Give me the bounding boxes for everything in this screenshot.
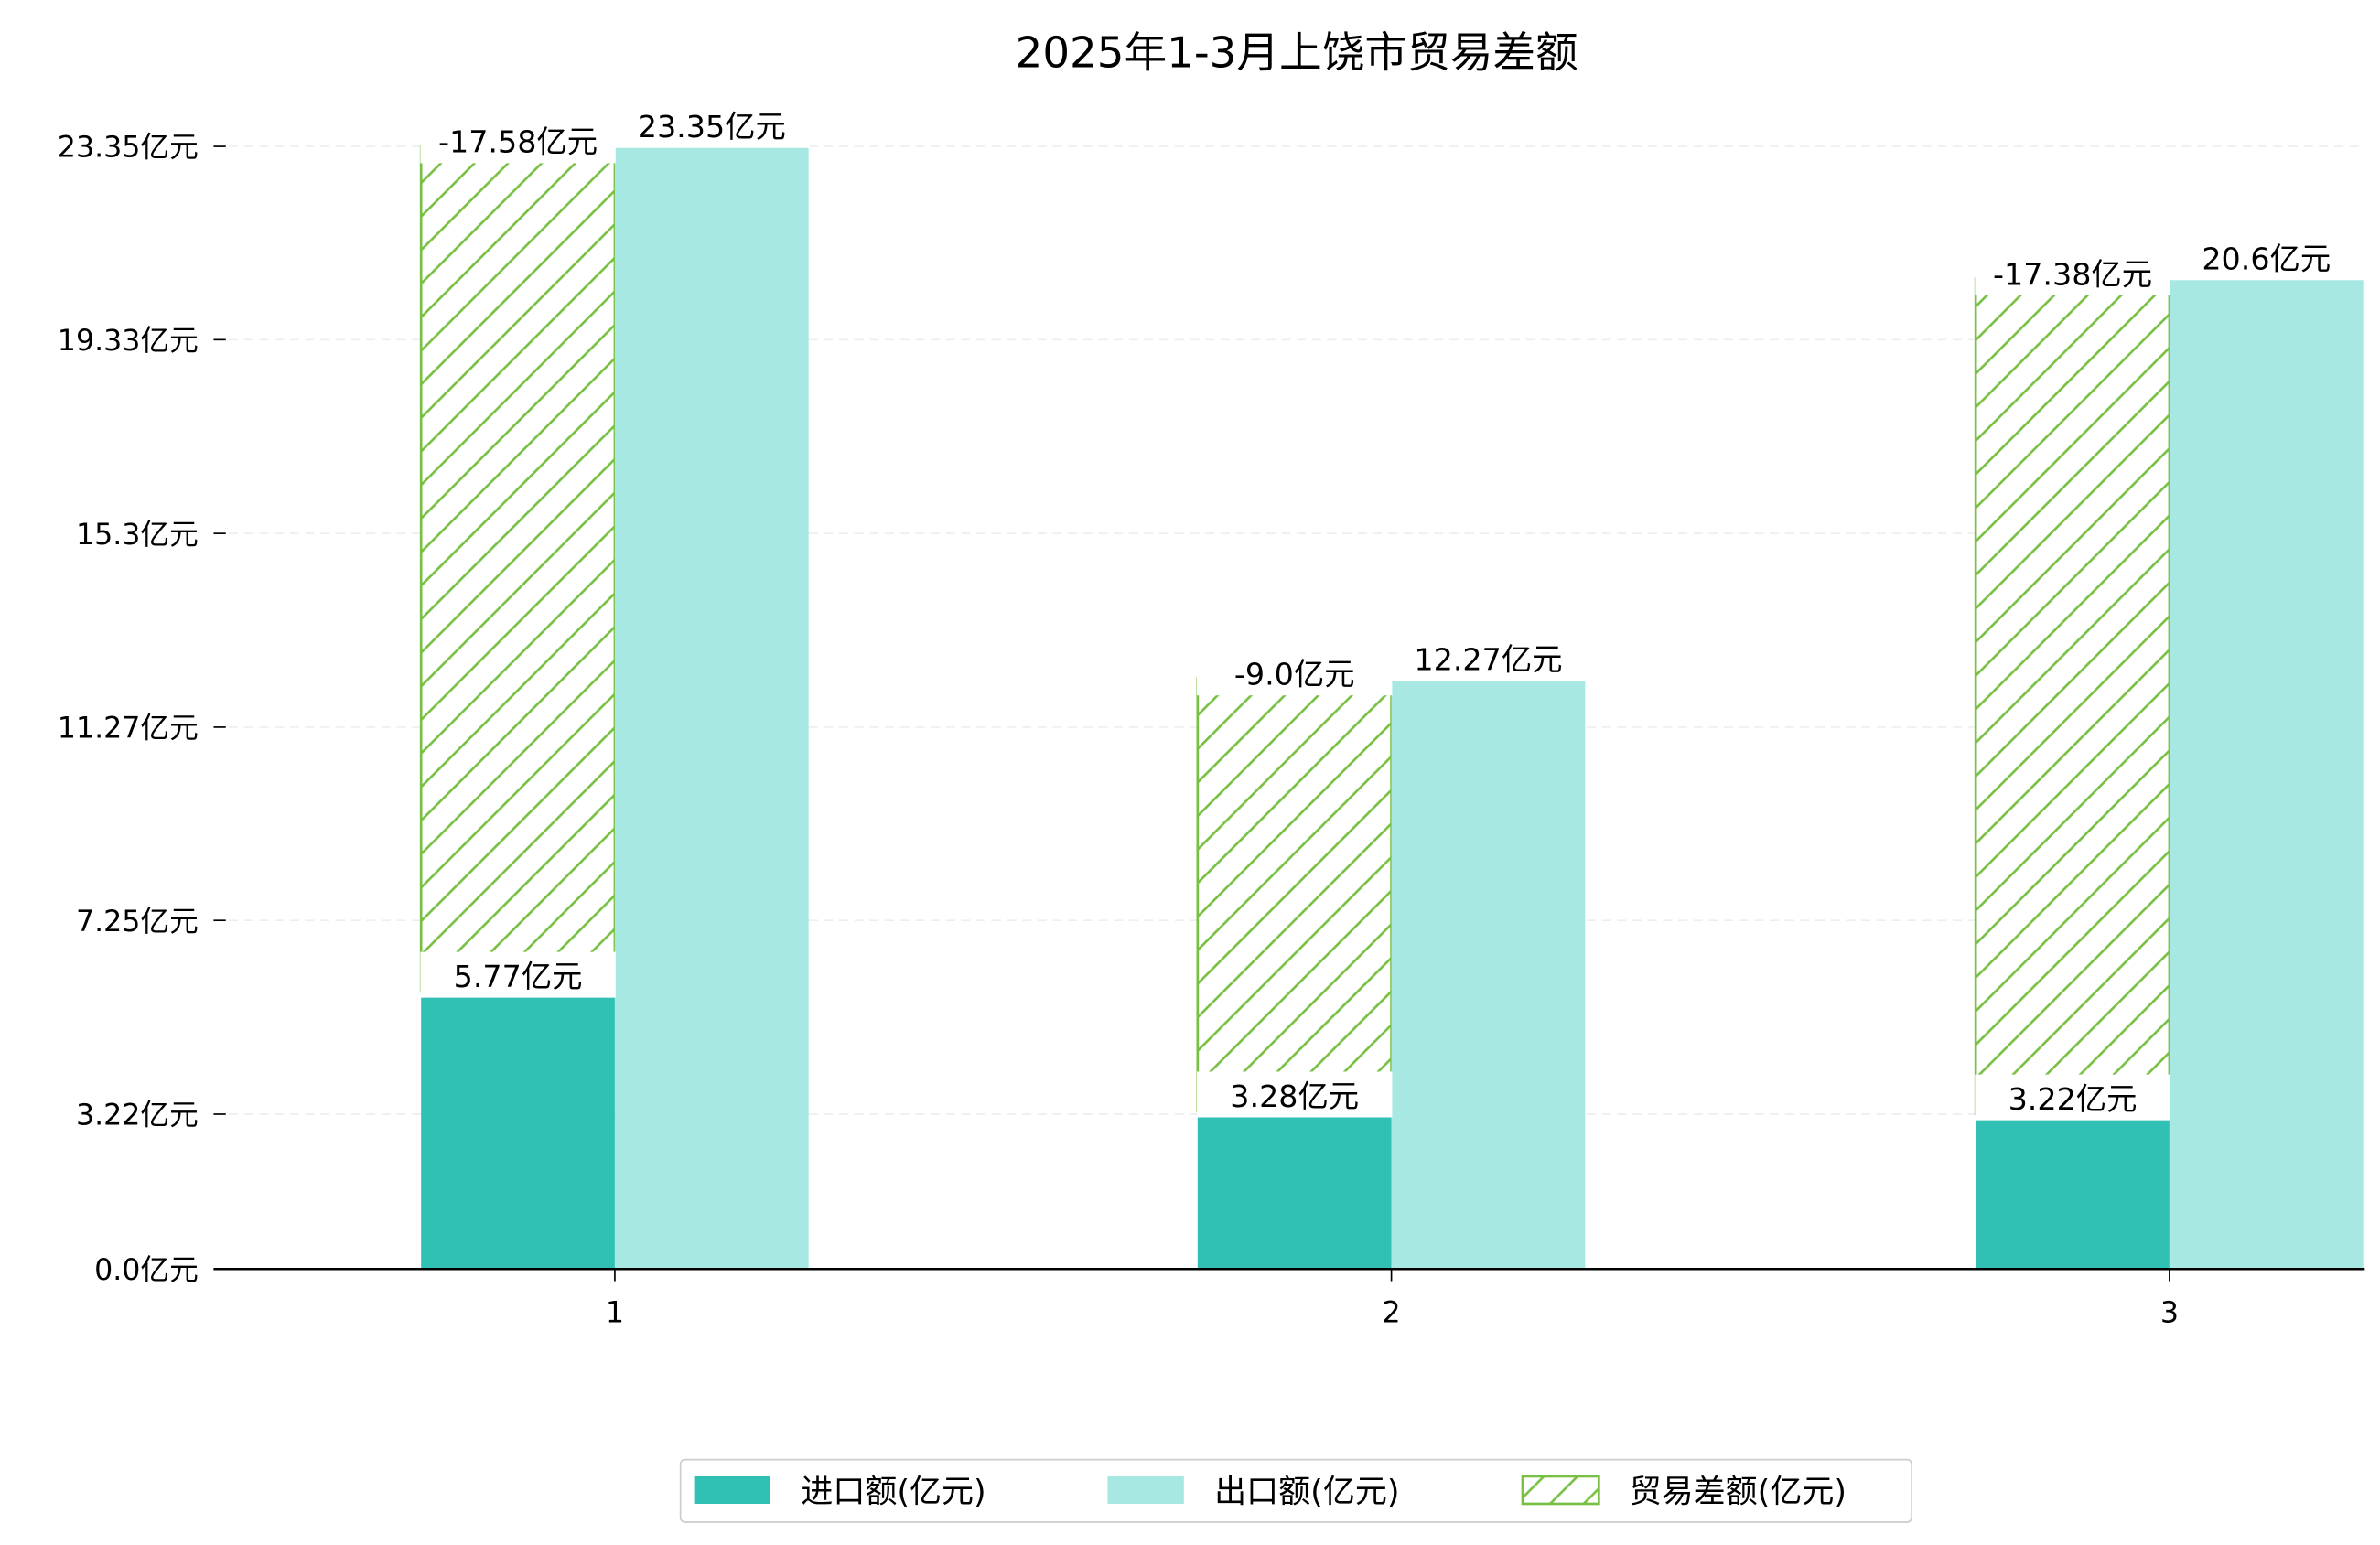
legend-box (679, 1458, 1912, 1523)
export-bar (1391, 679, 1586, 1270)
legend-label: 进口额(亿元) (801, 1474, 985, 1510)
legend-swatch (1107, 1475, 1184, 1504)
import-bar (421, 991, 615, 1270)
x-tick-label: 1 (606, 1297, 624, 1330)
export-bar (614, 146, 809, 1270)
import-bar (1976, 1113, 2170, 1270)
y-tick-label: 23.35亿元 (58, 132, 199, 165)
export-data-label-bg (614, 102, 810, 148)
legend-swatch (694, 1475, 770, 1504)
y-tick-label: 19.33亿元 (58, 325, 199, 358)
x-tick-label: 2 (1383, 1297, 1401, 1330)
y-tick-label: 7.25亿元 (76, 906, 199, 939)
trade-balance-data-label: -9.0亿元 (1234, 657, 1355, 692)
import-data-label: 3.28亿元 (1230, 1078, 1359, 1114)
trade-balance-bar (1196, 677, 1393, 1113)
import-data-label-bg (420, 951, 616, 998)
trade-balance-data-label: -17.58亿元 (438, 124, 598, 160)
trade-balance-data-label-bg (420, 117, 616, 164)
chart-title: 2025年1-3月上饶市贸易差额 (1016, 28, 1578, 78)
trade-balance-bar (419, 145, 617, 993)
legend-label: 贸易差额(亿元) (1630, 1474, 1847, 1510)
import-data-label-bg (1197, 1071, 1393, 1118)
y-tick-label: 0.0亿元 (94, 1254, 199, 1287)
export-data-label: 12.27亿元 (1414, 641, 1562, 677)
import-data-label-bg (1975, 1074, 2170, 1121)
y-tick-label: 11.27亿元 (58, 713, 199, 746)
trade-balance-data-label: -17.38亿元 (1993, 256, 2152, 292)
legend-label: 出口额(亿元) (1214, 1474, 1399, 1510)
import-data-label: 3.22亿元 (2008, 1081, 2138, 1117)
legend: 进口额(亿元) 出口额(亿元) 贸易差额(亿元) (679, 1458, 1912, 1523)
trade-balance-data-label-bg (1975, 249, 2170, 295)
legend-swatch (1521, 1475, 1600, 1506)
x-tick-label: 3 (2160, 1297, 2179, 1330)
export-data-label-bg (2169, 234, 2364, 281)
export-data-label: 20.6亿元 (2202, 241, 2331, 277)
export-data-label-bg (1390, 635, 1587, 681)
export-data-label: 23.35亿元 (638, 109, 786, 145)
trade-balance-bar (1974, 277, 2171, 1116)
import-data-label: 5.77亿元 (454, 959, 583, 994)
y-tick-label: 3.22亿元 (76, 1100, 199, 1132)
export-bar (2169, 278, 2364, 1270)
import-bar (1197, 1110, 1392, 1270)
y-tick-label: 15.3亿元 (76, 519, 199, 552)
trade-balance-data-label-bg (1197, 649, 1393, 696)
